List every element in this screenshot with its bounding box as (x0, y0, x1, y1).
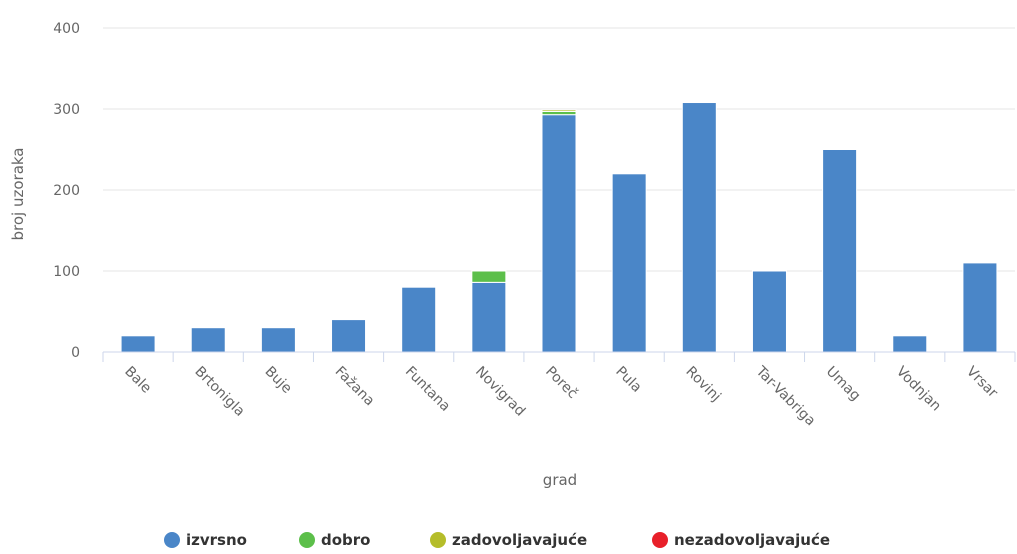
bar-segment[interactable] (751, 270, 787, 353)
x-tick-label: Fažana (332, 364, 378, 410)
y-axis-title: broj uzoraka (9, 147, 27, 240)
x-axis (102, 351, 1016, 362)
bars (120, 102, 998, 353)
bar-segment[interactable] (892, 335, 928, 353)
legend-label: izvrsno (186, 531, 247, 549)
legend-item[interactable]: dobro (299, 531, 370, 549)
bar-segment[interactable] (611, 173, 647, 353)
y-tick-label: 300 (53, 102, 80, 118)
y-tick-label: 0 (71, 345, 80, 361)
legend-label: dobro (321, 531, 370, 549)
bar-segment[interactable] (681, 102, 717, 353)
legend-marker (164, 532, 180, 548)
x-tick-label: Tar-Vabriga (752, 363, 818, 429)
bar-segment[interactable] (260, 327, 296, 353)
legend-label: nezadovoljavajuće (674, 531, 830, 549)
legend-item[interactable]: izvrsno (164, 531, 247, 549)
y-tick-label: 400 (53, 21, 80, 37)
x-tick-label: Vodnjan (893, 364, 944, 415)
bar-segment[interactable] (541, 109, 577, 112)
x-tick-label: Brtonigla (191, 364, 247, 420)
x-tick-label: Vrsar (963, 364, 1001, 402)
x-tick-label: Umag (823, 364, 864, 405)
y-tick-label: 100 (53, 264, 80, 280)
bar-segment[interactable] (471, 281, 507, 353)
x-tick-label: Novigrad (472, 364, 528, 420)
bar-segment[interactable] (962, 262, 998, 353)
bar-segment[interactable] (541, 114, 577, 353)
x-tick-label: Poreč (542, 364, 580, 402)
y-tick-label: 200 (53, 183, 80, 199)
x-axis-ticks: Bale Brtonigla Buje Fažana Funtana Novigrad Po… (121, 363, 1000, 429)
x-tick-label: Pula (612, 364, 644, 396)
x-tick-label: Funtana (402, 364, 453, 415)
x-tick-label: Rovinj (682, 364, 723, 405)
bar-segment[interactable] (190, 327, 226, 353)
y-axis-ticks: 0 100 200 300 400 (53, 21, 80, 361)
legend-marker (299, 532, 315, 548)
legend-label: zadovoljavajuće (452, 531, 587, 549)
legend-item[interactable]: nezadovoljavajuće (652, 531, 830, 549)
legend-item[interactable]: zadovoljavajuće (430, 531, 587, 549)
bar-segment[interactable] (471, 270, 507, 283)
x-tick-label: Bale (121, 364, 154, 397)
legend: izvrsno dobro zadovoljavajuće nezadovoljava… (164, 531, 830, 549)
x-axis-title: grad (543, 471, 577, 489)
bar-segment[interactable] (401, 286, 437, 353)
legend-marker (652, 532, 668, 548)
bar-segment[interactable] (331, 319, 367, 353)
bar-segment[interactable] (822, 149, 858, 353)
bar-segment[interactable] (120, 335, 156, 353)
x-tick-label: Buje (262, 364, 295, 397)
legend-marker (430, 532, 446, 548)
